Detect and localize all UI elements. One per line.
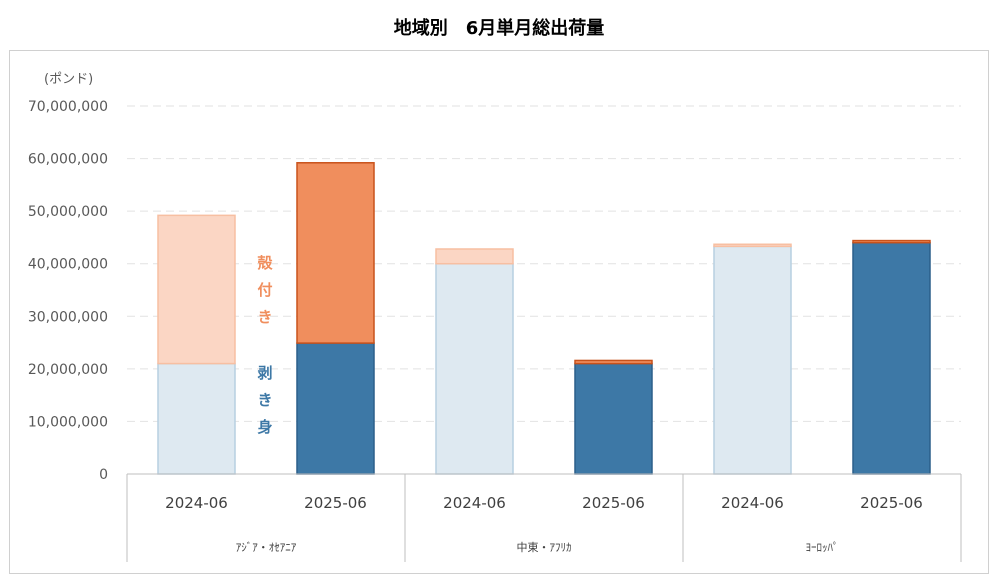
bar-segment-peeled [713, 245, 792, 475]
x-category-label: 2025-06 [304, 494, 367, 512]
x-group-label: 中東・ｱﾌﾘｶ [517, 541, 572, 554]
shell-on-annotation-char: き [257, 308, 272, 326]
y-tick-label: 30,000,000 [28, 309, 108, 325]
bar-segment-peeled [435, 262, 514, 475]
axes [126, 473, 962, 562]
y-axis-unit-label: (ポンド) [44, 72, 93, 87]
y-tick-label: 40,000,000 [28, 257, 108, 273]
x-group-label: ｱｼﾞｱ・ｵｾｱﾆｱ [236, 541, 297, 554]
bar-segment-shell-on [713, 243, 792, 248]
bar-segment-peeled [852, 241, 931, 475]
bar-segment-shell-on [296, 162, 375, 344]
y-tick-label: 10,000,000 [28, 414, 108, 430]
y-tick-label: 20,000,000 [28, 362, 108, 378]
gridlines [127, 105, 961, 422]
bar-segment-peeled [574, 362, 653, 475]
shell-on-annotation-char: 殻 [257, 254, 273, 272]
bar-segment-peeled [296, 342, 375, 475]
x-axis-category-labels: 2024-06 2025-06 2024-06 2025-06 2024-06 2025-… [165, 494, 923, 512]
peeled-annotation-char: き [257, 391, 272, 409]
y-axis-tick-labels: 0 10,000,000 20,000,000 30,000,000 40,000,00… [28, 99, 108, 483]
x-axis-group-labels: ｱｼﾞｱ・ｵｾｱﾆｱ 中東・ｱﾌﾘｶ ﾖｰﾛｯﾊﾟ [236, 541, 839, 554]
x-group-label: ﾖｰﾛｯﾊﾟ [806, 541, 839, 554]
bar-segment-shell-on [574, 359, 653, 365]
x-category-label: 2025-06 [860, 494, 923, 512]
y-tick-label: 60,000,000 [28, 152, 108, 168]
bar-segment-shell-on [157, 214, 236, 365]
y-tick-label: 70,000,000 [28, 99, 108, 115]
peeled-annotation-char: 剥 [257, 364, 272, 382]
bar-segment-shell-on [852, 239, 931, 244]
x-category-label: 2024-06 [443, 494, 506, 512]
bar-segment-shell-on [435, 248, 514, 265]
chart-title: 地域別 6月単月総出荷量 [393, 18, 605, 39]
x-category-label: 2025-06 [582, 494, 645, 512]
peeled-annotation-char: 身 [257, 418, 272, 436]
y-tick-label: 50,000,000 [28, 204, 108, 220]
x-category-label: 2024-06 [721, 494, 784, 512]
x-category-label: 2024-06 [165, 494, 228, 512]
bar-segment-peeled [157, 362, 236, 475]
y-tick-label: 0 [99, 467, 108, 483]
shell-on-annotation-char: 付 [257, 281, 272, 299]
bars [157, 162, 931, 475]
